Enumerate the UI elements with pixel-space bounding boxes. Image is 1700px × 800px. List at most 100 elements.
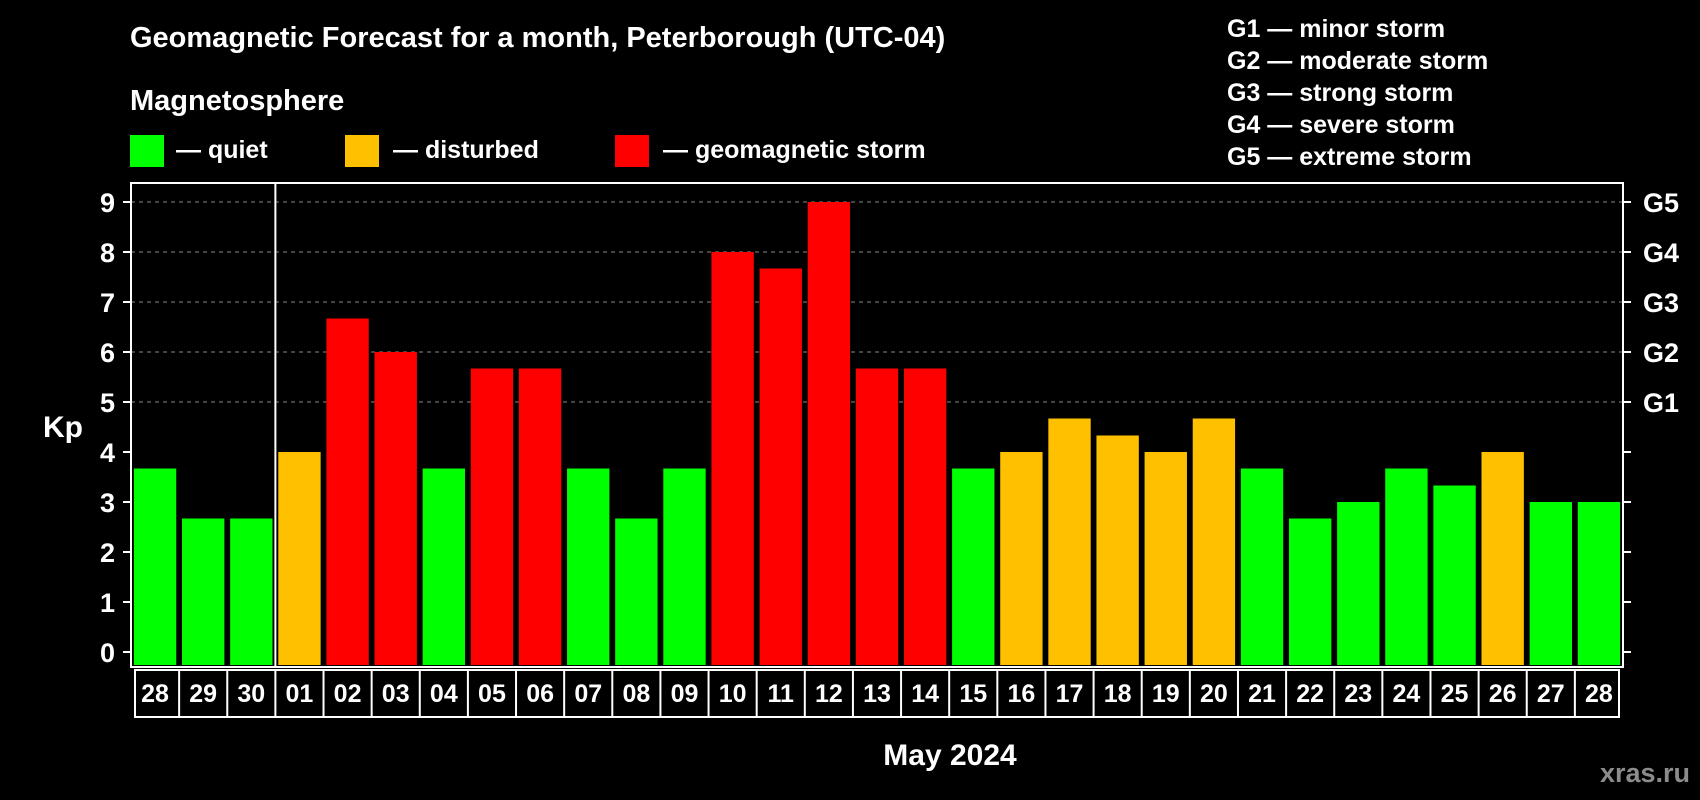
y-tick-label-7: 7 — [100, 288, 115, 318]
right-axis-label-g4: G4 — [1643, 238, 1679, 268]
bar-0 — [133, 468, 177, 665]
x-tick-label-14: 12 — [815, 680, 843, 708]
storm-legend-g2: G2 — moderate storm — [1227, 47, 1488, 75]
right-axis-label-g3: G3 — [1643, 288, 1679, 318]
legend-swatch-quiet — [130, 135, 164, 167]
bar-20 — [1096, 435, 1139, 665]
x-tick-label-8: 06 — [526, 680, 554, 708]
x-tick-box — [134, 669, 1620, 718]
x-tick-label-20: 18 — [1104, 680, 1132, 708]
bar-2 — [230, 518, 273, 665]
storm-legend-g1: G1 — minor storm — [1227, 15, 1445, 43]
x-tick-label-27: 25 — [1441, 680, 1469, 708]
x-tick-label-0: 28 — [141, 680, 169, 708]
x-tick-label-10: 08 — [622, 680, 650, 708]
x-tick-label-26: 24 — [1393, 680, 1421, 708]
bar-4 — [326, 318, 369, 665]
right-axis-label-g1: G1 — [1643, 388, 1679, 418]
legend-swatch-storm — [615, 135, 649, 167]
axis-layer — [130, 182, 1624, 668]
x-tick-label-1: 29 — [189, 680, 217, 708]
y-tick-label-5: 5 — [100, 388, 115, 418]
x-tick-label-12: 10 — [719, 680, 747, 708]
bar-7 — [470, 368, 514, 665]
right-axis-label-g2: G2 — [1643, 338, 1679, 368]
bar-9 — [567, 468, 610, 665]
x-tick-label-18: 16 — [1007, 680, 1035, 708]
x-tick-label-19: 17 — [1056, 680, 1084, 708]
storm-legend-g5: G5 — extreme storm — [1227, 143, 1472, 171]
watermark: xras.ru — [1600, 758, 1690, 788]
bar-30 — [1577, 502, 1621, 665]
bar-6 — [422, 468, 466, 665]
bar-1 — [182, 518, 225, 665]
bar-12 — [711, 252, 754, 665]
legend-heading: Magnetosphere — [130, 85, 344, 117]
x-tick-label-21: 19 — [1152, 680, 1180, 708]
y-tick-label-3: 3 — [100, 488, 115, 518]
legend-label-quiet: — quiet — [176, 136, 268, 164]
x-tick-label-7: 05 — [478, 680, 506, 708]
bar-15 — [855, 368, 899, 665]
x-tick-label-2: 30 — [237, 680, 265, 708]
legend-label-disturbed: — disturbed — [393, 136, 539, 164]
x-tick-label-30: 28 — [1585, 680, 1613, 708]
bar-17 — [952, 468, 995, 665]
x-tick-label-3: 01 — [286, 680, 314, 708]
bar-11 — [663, 468, 706, 665]
bar-24 — [1288, 518, 1332, 665]
tick-layer: 0 1 2 3 4 5 6 7 8 9 G1 G2 G3 G4 G5 — [100, 188, 1679, 668]
legend-swatch-disturbed — [345, 135, 379, 167]
x-tick-label-16: 14 — [911, 680, 939, 708]
bar-13 — [759, 268, 802, 665]
bar-22 — [1192, 418, 1236, 665]
x-tick-label-6: 04 — [430, 680, 458, 708]
y-tick-label-8: 8 — [100, 238, 115, 268]
bar-14 — [807, 202, 851, 665]
x-tick-label-9: 07 — [574, 680, 602, 708]
chart-title: Geomagnetic Forecast for a month, Peterb… — [130, 22, 945, 54]
bar-19 — [1048, 418, 1091, 665]
bar-28 — [1481, 452, 1524, 665]
x-tick-label-23: 21 — [1248, 680, 1276, 708]
y-tick-label-9: 9 — [100, 188, 115, 218]
y-axis-label: Kp — [43, 411, 83, 444]
x-tick-label-11: 09 — [671, 680, 699, 708]
bar-5 — [374, 352, 417, 665]
bar-27 — [1433, 485, 1476, 665]
y-tick-label-1: 1 — [100, 588, 115, 618]
bar-layer — [133, 202, 1621, 665]
bar-25 — [1337, 502, 1380, 665]
x-tick-label-15: 13 — [863, 680, 891, 708]
x-tick-label-4: 02 — [334, 680, 362, 708]
right-axis-label-g5: G5 — [1643, 188, 1679, 218]
y-tick-label-4: 4 — [100, 438, 115, 468]
bar-26 — [1385, 468, 1428, 665]
y-tick-label-0: 0 — [100, 638, 115, 668]
x-tick-label-28: 26 — [1489, 680, 1517, 708]
storm-legend-g3: G3 — strong storm — [1227, 79, 1453, 107]
x-axis-label: May 2024 — [883, 739, 1017, 772]
bar-3 — [278, 452, 321, 665]
legend-label-storm: — geomagnetic storm — [663, 136, 926, 164]
x-tick-layer: 28 29 30 01 02 03 04 05 06 07 08 09 10 11 12 13 14 15 16 17… — [134, 669, 1620, 718]
y-tick-label-2: 2 — [100, 538, 115, 568]
x-tick-label-13: 11 — [768, 680, 795, 708]
x-tick-label-17: 15 — [959, 680, 987, 708]
bar-23 — [1240, 468, 1284, 665]
bar-18 — [1000, 452, 1043, 665]
x-tick-label-25: 23 — [1344, 680, 1372, 708]
bar-10 — [615, 518, 658, 665]
bar-16 — [903, 368, 947, 665]
x-tick-label-22: 20 — [1200, 680, 1228, 708]
bar-29 — [1529, 502, 1572, 665]
bar-21 — [1144, 452, 1187, 665]
y-tick-label-6: 6 — [100, 338, 115, 368]
storm-legend-g4: G4 — severe storm — [1227, 111, 1455, 139]
bar-8 — [518, 368, 562, 665]
x-tick-label-5: 03 — [382, 680, 410, 708]
x-tick-label-24: 22 — [1296, 680, 1324, 708]
plot-frame — [130, 182, 1624, 668]
x-tick-label-29: 27 — [1537, 680, 1565, 708]
